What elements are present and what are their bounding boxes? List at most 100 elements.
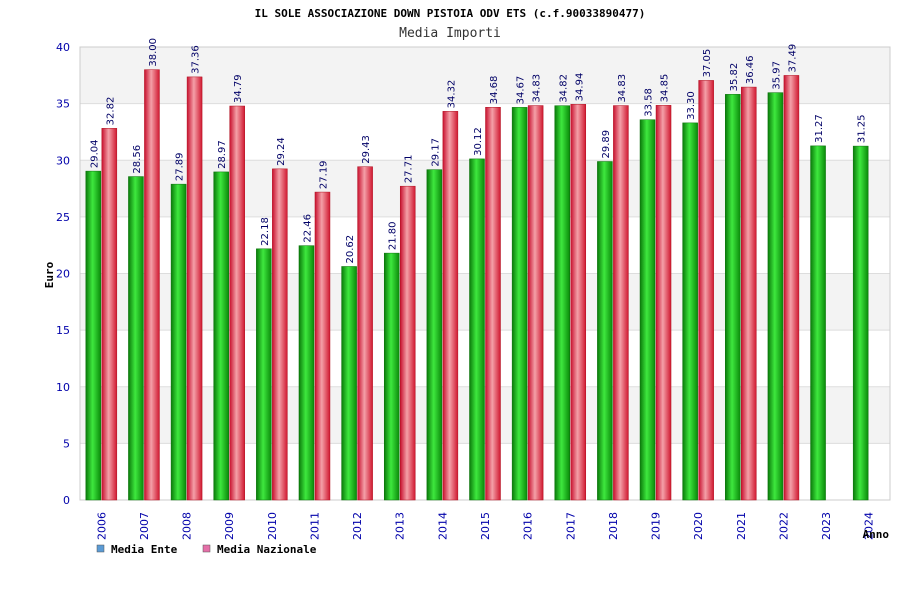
data-label: 28.97 (217, 140, 228, 169)
data-label: 29.24 (276, 137, 287, 166)
data-label: 34.67 (516, 76, 527, 105)
x-tick-label: 2009 (223, 512, 236, 540)
bar-media-nazionale (442, 111, 459, 501)
bar-media-ente (341, 266, 357, 501)
bar-media-ente (767, 92, 784, 501)
data-label: 22.18 (260, 217, 271, 246)
data-label: 29.43 (361, 135, 372, 164)
bar-media-ente (256, 248, 272, 501)
x-tick-label: 2008 (181, 512, 194, 540)
y-tick-label: 20 (56, 268, 70, 281)
data-label: 29.89 (601, 130, 612, 159)
bar-media-nazionale (272, 168, 288, 501)
data-label: 38.00 (148, 38, 159, 67)
bar-media-ente (383, 252, 400, 501)
bar-media-ente (725, 94, 741, 501)
x-tick-label: 2019 (650, 512, 663, 540)
data-label: 29.04 (89, 139, 100, 168)
x-tick-label: 2015 (479, 512, 492, 540)
y-tick-label: 25 (56, 211, 70, 224)
chart-subtitle: Media Importi (399, 26, 501, 41)
legend-swatch-media-ente (96, 544, 105, 553)
data-label: 27.19 (318, 160, 329, 189)
data-label: 27.71 (404, 155, 415, 184)
bar-media-nazionale (144, 69, 160, 501)
data-label: 33.30 (686, 91, 697, 120)
y-tick-label: 35 (56, 98, 70, 111)
y-axis-label: Euro (43, 261, 56, 288)
bar-media-nazionale (399, 185, 416, 501)
x-tick-label: 2006 (95, 512, 108, 540)
x-tick-label: 2017 (564, 512, 577, 540)
x-tick-labels: 2006 2007 2008 2009 2010 2011 2012 2013 2014 2015… (95, 512, 875, 540)
x-tick-label: 2023 (820, 512, 833, 540)
bar-media-nazionale (655, 105, 672, 501)
bar-media-nazionale (229, 105, 245, 501)
bar-media-ente (128, 176, 144, 501)
y-tick-label: 0 (63, 494, 70, 507)
y-tick-labels: 0 5 10 15 20 25 30 35 40 (56, 41, 70, 507)
x-tick-label: 2018 (607, 512, 620, 540)
y-tick-label: 5 (63, 437, 70, 450)
bar-media-ente (639, 119, 656, 501)
data-label: 27.89 (175, 153, 186, 182)
data-label: 28.56 (132, 145, 143, 174)
bar-media-nazionale (613, 105, 629, 501)
bar-media-ente (810, 145, 826, 501)
x-tick-label: 2022 (777, 512, 790, 540)
bar-media-nazionale (314, 191, 331, 501)
data-label: 34.85 (660, 74, 671, 103)
bars (85, 69, 869, 501)
data-label: 35.97 (771, 61, 782, 90)
data-label: 36.46 (745, 55, 756, 84)
data-label: 34.83 (532, 74, 543, 103)
x-tick-label: 2024 (863, 512, 876, 540)
legend-label-media-ente: Media Ente (111, 543, 178, 556)
data-label: 37.05 (702, 49, 713, 78)
x-tick-label: 2010 (266, 512, 279, 540)
data-label: 37.36 (191, 45, 202, 74)
bar-media-ente (554, 105, 571, 501)
bar-media-ente (511, 107, 528, 501)
bar-media-ente (213, 171, 229, 501)
bar-media-ente (298, 245, 315, 501)
bar-media-nazionale (485, 106, 501, 501)
data-label: 34.32 (446, 80, 457, 109)
data-label: 29.17 (430, 138, 441, 167)
x-tick-label: 2007 (138, 512, 151, 540)
x-tick-label: 2016 (522, 512, 535, 540)
bar-media-nazionale (527, 105, 544, 501)
bar-media-nazionale (570, 104, 587, 501)
x-tick-label: 2011 (308, 512, 321, 540)
y-tick-label: 10 (56, 381, 70, 394)
y-tick-label: 40 (56, 41, 70, 54)
chart-title: IL SOLE ASSOCIAZIONE DOWN PISTOIA ODV ET… (255, 7, 646, 20)
data-label: 34.68 (489, 76, 500, 105)
x-tick-label: 2020 (692, 512, 705, 540)
data-label: 32.82 (105, 97, 116, 126)
data-label: 34.79 (233, 74, 244, 103)
bar-media-nazionale (101, 128, 118, 501)
data-label: 33.58 (644, 88, 655, 117)
bar-media-nazionale (698, 80, 714, 501)
data-labels: 29.04 32.82 28.56 38.00 27.89 37.36 28.97 34.79… (89, 38, 867, 263)
x-tick-label: 2013 (394, 512, 407, 540)
data-label: 30.12 (473, 127, 484, 156)
data-label: 37.49 (787, 44, 798, 73)
data-label: 31.27 (814, 114, 825, 143)
legend-swatch-media-nazionale (202, 544, 211, 553)
data-label: 35.82 (729, 63, 740, 92)
bar-media-ente (597, 161, 613, 501)
data-label: 21.80 (388, 221, 399, 250)
data-label: 34.94 (574, 73, 585, 102)
bar-media-ente (170, 183, 187, 501)
bar-media-nazionale (357, 166, 373, 501)
data-label: 34.83 (617, 74, 628, 103)
bar-media-ente (682, 122, 698, 501)
x-tick-label: 2021 (735, 512, 748, 540)
bar-media-ente (852, 145, 869, 501)
data-label: 20.62 (345, 235, 356, 264)
x-tick-label: 2012 (351, 512, 364, 540)
data-label: 31.25 (857, 114, 868, 143)
bar-media-ente (469, 158, 485, 501)
